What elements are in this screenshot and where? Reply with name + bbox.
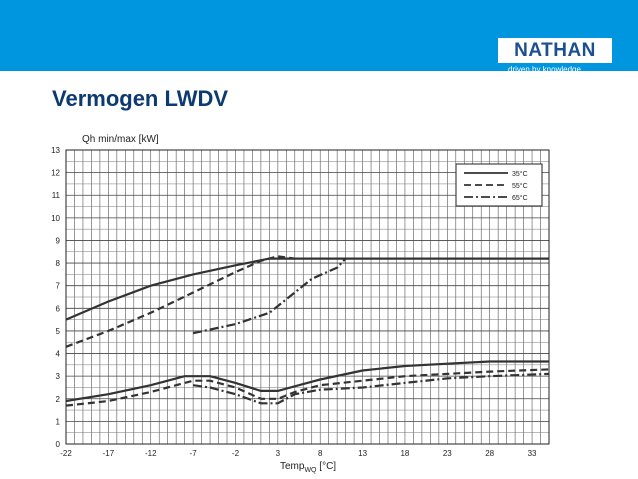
chart-legend: 35°C 55°C 65°C — [455, 163, 543, 207]
slide-title: Vermogen LWDV — [52, 86, 229, 111]
y-tick-label: 1 — [56, 417, 61, 426]
series-line-dashed-max — [65, 255, 295, 348]
logo-brand-name: NATHAN — [498, 38, 612, 63]
y-tick-label: 8 — [56, 259, 61, 268]
y-tick-label: 4 — [56, 350, 61, 359]
x-tick-label: 18 — [400, 449, 409, 458]
series-line-dashdot-min — [192, 372, 550, 405]
y-tick-label: 7 — [56, 282, 61, 291]
y-tick-label: 6 — [56, 304, 61, 313]
legend-label: 65°C — [512, 194, 528, 202]
y-tick-label: 11 — [52, 191, 61, 200]
y-tick-label: 5 — [56, 327, 61, 336]
series-line-solid-min — [65, 360, 549, 403]
x-tick-label: 13 — [358, 449, 367, 458]
series-line-dashed-min — [65, 368, 550, 407]
x-tick-label: 23 — [443, 449, 452, 458]
y-tick-label: 13 — [51, 146, 60, 155]
x-tick-label: 33 — [528, 449, 537, 458]
x-tick-label: -17 — [103, 449, 115, 458]
x-tick-label: 3 — [276, 449, 281, 458]
y-tick-label: 0 — [56, 440, 61, 449]
x-tick-label: -2 — [232, 449, 240, 458]
logo-tagline: driven by knowledge — [508, 65, 581, 74]
y-tick-label: 10 — [51, 214, 60, 223]
x-tick-label: -12 — [145, 449, 157, 458]
y-tick-label: 9 — [56, 236, 61, 245]
legend-label: 35°C — [512, 170, 528, 178]
y-tick-label: 3 — [56, 372, 61, 381]
y-tick-label: 12 — [51, 169, 60, 178]
chart-series — [65, 255, 550, 407]
x-tick-label: 28 — [485, 449, 494, 458]
x-axis-title-unit: [°C] — [317, 461, 337, 472]
x-axis-title-subscript: WQ — [304, 467, 317, 474]
y-axis-title: Qh min/max [kW] — [82, 134, 159, 145]
x-tick-label: -22 — [60, 449, 72, 458]
x-axis-title-main: Temp — [280, 461, 305, 472]
series-line-solid-max — [65, 257, 549, 321]
plot-frame — [65, 149, 550, 445]
x-tick-label: 8 — [318, 449, 323, 458]
x-axis-title: TempWQ [°C] — [280, 461, 336, 474]
y-tick-label: 2 — [56, 395, 61, 404]
nathan-logo: NATHAN driven by knowledge — [498, 38, 612, 76]
x-tick-label: -7 — [190, 449, 198, 458]
series-line-dashdot-max — [192, 257, 347, 335]
legend-label: 55°C — [512, 182, 528, 190]
